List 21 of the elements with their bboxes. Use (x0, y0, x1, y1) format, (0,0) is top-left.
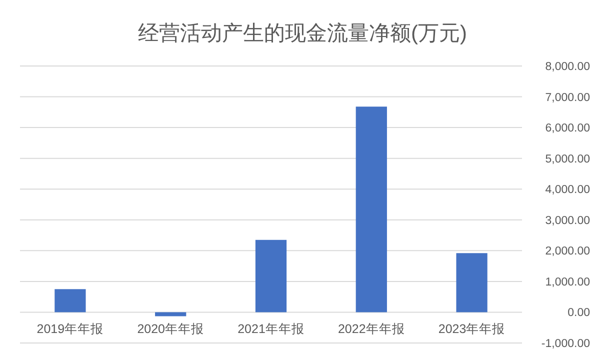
y-tick-label: 0.00 (568, 307, 590, 320)
bar (356, 106, 387, 312)
y-tick-label: 4,000.00 (545, 184, 590, 196)
y-tick-label: -1,000.00 (541, 338, 590, 350)
x-tick-label: 2020年年报 (137, 322, 204, 336)
y-tick-label: 8,000.00 (545, 61, 590, 73)
y-tick-label: 1,000.00 (545, 276, 590, 288)
y-tick-label: 3,000.00 (545, 214, 590, 227)
x-tick-label: 2021年年报 (238, 322, 304, 336)
y-tick-label: 6,000.00 (545, 122, 590, 135)
bar (155, 312, 186, 316)
chart-title: 经营活动产生的现金流量净额(万元) (138, 22, 467, 45)
x-tick-label: 2019年年报 (36, 322, 104, 336)
y-tick-label: 5,000.00 (545, 153, 590, 166)
y-tick-label: 7,000.00 (545, 92, 590, 104)
x-tick-label: 2023年年报 (438, 322, 506, 336)
y-tick-label: 2,000.00 (545, 246, 590, 258)
x-tick-label: 2022年年报 (338, 322, 405, 336)
bar (456, 253, 488, 312)
bar (54, 289, 86, 312)
bar (255, 240, 287, 312)
